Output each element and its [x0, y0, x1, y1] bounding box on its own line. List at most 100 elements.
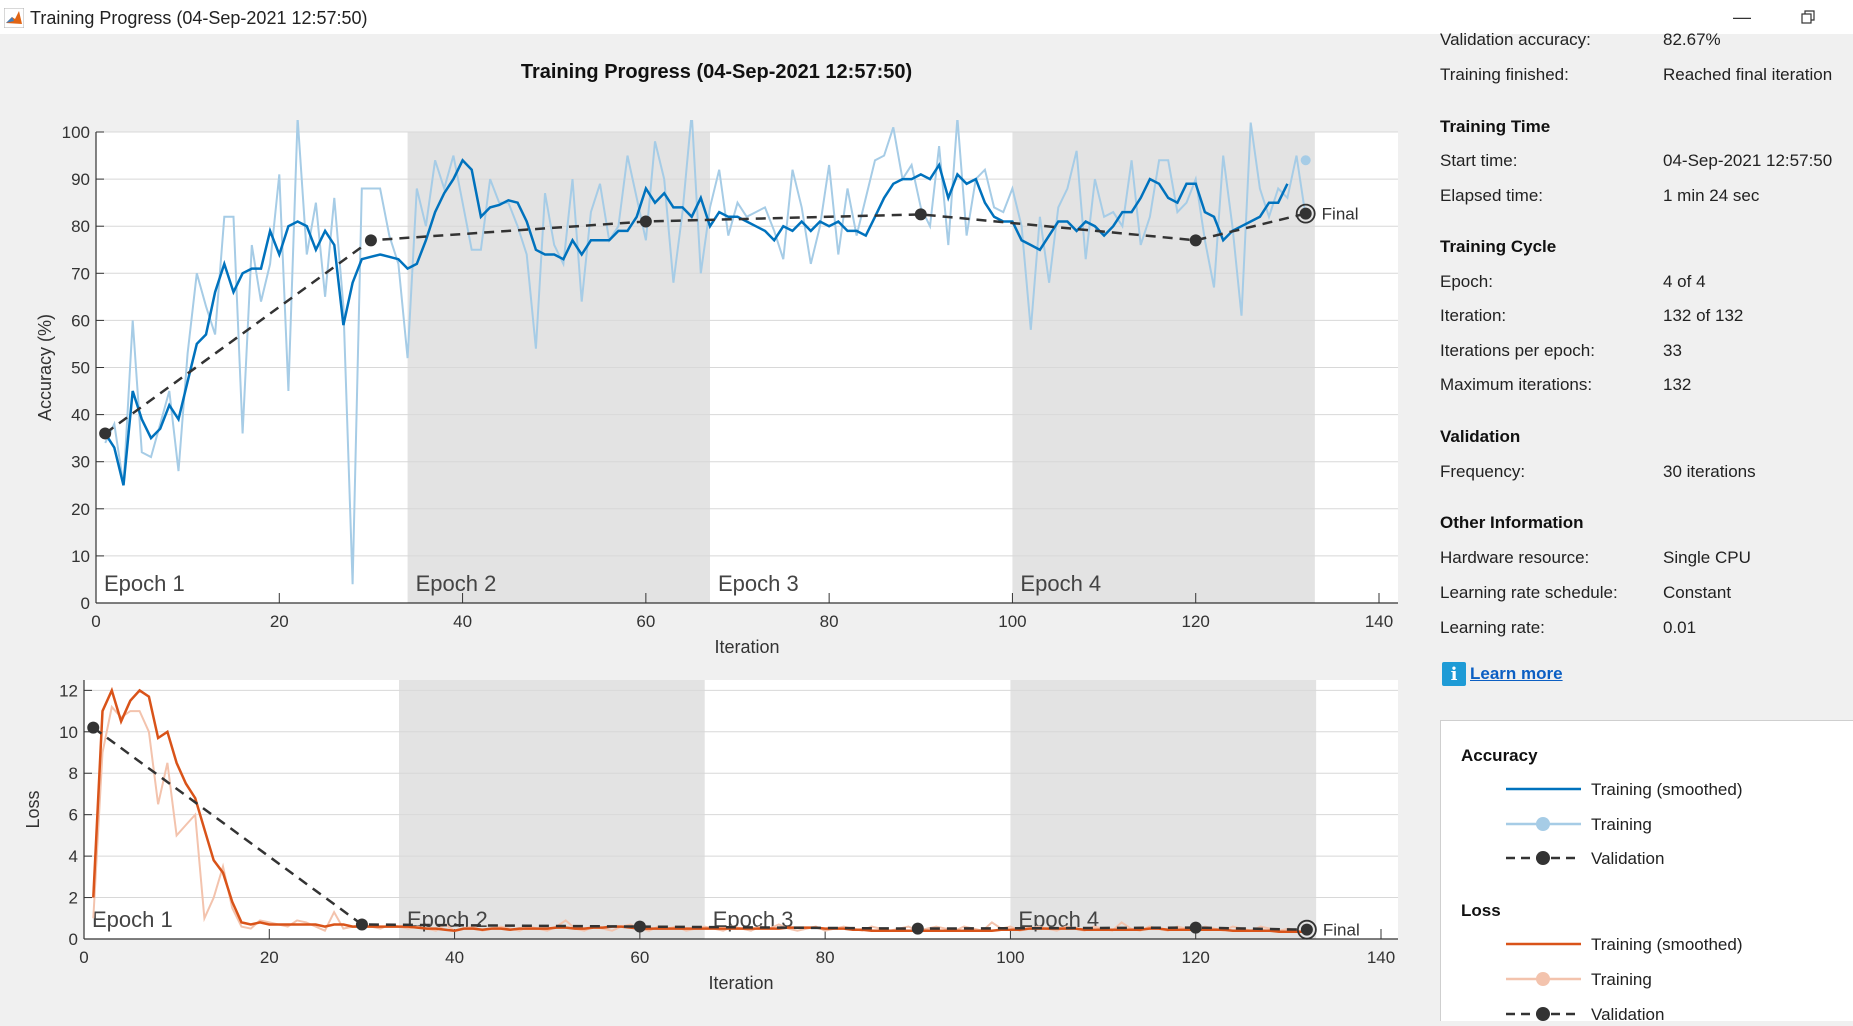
loss-validation-point — [911, 922, 924, 935]
loss-y-tick-label: 12 — [59, 681, 78, 700]
acc-validation-line — [104, 212, 1306, 435]
acc-validation-point — [1189, 234, 1202, 247]
training-finished-value: Reached final iteration — [1663, 65, 1833, 84]
acc-x-tick-label: 100 — [998, 612, 1026, 631]
loss-validation-point — [633, 920, 646, 933]
learning-rate-value: 0.01 — [1663, 618, 1697, 637]
acc-x-tick-label: 140 — [1365, 612, 1393, 631]
acc-y-tick-label: 100 — [62, 123, 90, 142]
start-time-label: Start time: — [1440, 151, 1518, 170]
iterations-per-epoch-value: 33 — [1663, 341, 1682, 360]
window-title: Training Progress (04-Sep-2021 12:57:50) — [30, 8, 368, 28]
acc-x-tick-label: 120 — [1182, 612, 1210, 631]
loss-y-tick-label: 10 — [59, 723, 78, 742]
acc-training-line — [104, 120, 1307, 585]
loss-validation-point — [87, 721, 100, 734]
window-titlebar: Training Progress (04-Sep-2021 12:57:50)… — [0, 0, 1853, 34]
acc-epoch-label: Epoch 2 — [416, 571, 497, 596]
restore-button[interactable] — [1786, 2, 1830, 32]
training-time-heading: Training Time — [1440, 117, 1551, 136]
lr-schedule-label: Learning rate schedule: — [1440, 583, 1618, 602]
max-iterations-value: 132 — [1663, 375, 1692, 394]
minimize-icon: — — [1733, 6, 1751, 27]
legend-accuracy-heading: Accuracy — [1461, 746, 1538, 765]
acc-validation-point — [364, 234, 377, 247]
acc-epoch-label: Epoch 1 — [104, 571, 185, 596]
training-finished-label: Training finished: — [1440, 65, 1569, 84]
acc-y-tick-label: 60 — [71, 311, 90, 330]
acc-y-tick-label: 80 — [71, 217, 90, 236]
loss-x-tick-label: 140 — [1367, 948, 1395, 967]
legend-acc-validation-marker — [1536, 851, 1550, 865]
hardware-label: Hardware resource: — [1440, 548, 1590, 567]
acc-y-tick-label: 10 — [71, 547, 90, 566]
acc-x-tick-label: 40 — [453, 612, 472, 631]
loss-y-axis-label: Loss — [23, 790, 43, 828]
legend-acc-smoothed-label: Training (smoothed) — [1591, 780, 1743, 799]
validation-accuracy-label: Validation accuracy: — [1440, 30, 1591, 49]
legend-loss-training-label: Training — [1591, 970, 1652, 989]
matlab-icon — [4, 8, 24, 28]
loss-epoch-band — [398, 680, 705, 939]
loss-y-tick-label: 0 — [69, 930, 78, 949]
validation-accuracy-value: 82.67% — [1663, 30, 1721, 49]
legend-loss-validation-label: Validation — [1591, 1005, 1664, 1021]
acc-y-tick-label: 90 — [71, 170, 90, 189]
legend-acc-training-marker — [1536, 817, 1550, 831]
hardware-value: Single CPU — [1663, 548, 1751, 567]
loss-epoch-band — [1010, 680, 1317, 939]
restore-icon — [1801, 10, 1815, 24]
acc-validation-point — [639, 215, 652, 228]
loss-epoch-label: Epoch 1 — [92, 907, 173, 932]
acc-y-tick-label: 70 — [71, 264, 90, 283]
acc-final-label: Final — [1322, 205, 1359, 224]
loss-validation-point — [355, 918, 368, 931]
acc-validation-point — [99, 427, 112, 440]
iterations-per-epoch-label: Iterations per epoch: — [1440, 341, 1595, 360]
loss-x-tick-label: 20 — [260, 948, 279, 967]
loss-x-tick-label: 0 — [79, 948, 88, 967]
learn-more-link[interactable]: Learn more — [1470, 664, 1563, 683]
acc-y-axis-label: Accuracy (%) — [35, 314, 55, 421]
training-cycle-heading: Training Cycle — [1440, 237, 1557, 256]
loss-x-tick-label: 120 — [1182, 948, 1210, 967]
loss-x-tick-label: 100 — [996, 948, 1024, 967]
other-info-heading: Other Information — [1440, 513, 1584, 532]
legend-acc-validation-label: Validation — [1591, 849, 1664, 868]
acc-epoch-label: Epoch 4 — [1020, 571, 1101, 596]
loss-final-label: Final — [1323, 921, 1360, 940]
legend-acc-training-label: Training — [1591, 815, 1652, 834]
acc-y-tick-label: 40 — [71, 406, 90, 425]
loss-validation-point — [1300, 923, 1313, 936]
figure-title: Training Progress (04-Sep-2021 12:57:50) — [520, 61, 913, 83]
acc-validation-point — [1299, 207, 1312, 220]
learning-rate-label: Learning rate: — [1440, 618, 1545, 637]
acc-x-tick-label: 80 — [820, 612, 839, 631]
acc-epoch-label: Epoch 3 — [718, 571, 799, 596]
loss-y-tick-label: 4 — [69, 847, 78, 866]
validation-heading: Validation — [1440, 427, 1521, 446]
legend-loss-heading: Loss — [1461, 901, 1501, 920]
loss-validation-line — [92, 726, 1307, 931]
loss-x-tick-label: 40 — [445, 948, 464, 967]
info-icon: i — [1442, 662, 1466, 686]
loss-x-tick-label: 60 — [630, 948, 649, 967]
elapsed-time-value: 1 min 24 sec — [1663, 186, 1760, 205]
acc-y-tick-label: 30 — [71, 453, 90, 472]
acc-validation-point — [914, 208, 927, 221]
acc-training-smoothed-line — [104, 158, 1289, 486]
learn-more[interactable]: i Learn more — [1442, 662, 1563, 686]
epoch-label: Epoch: — [1440, 272, 1493, 291]
loss-validation-point — [1189, 921, 1202, 934]
epoch-value: 4 of 4 — [1663, 272, 1706, 291]
acc-x-tick-label: 20 — [270, 612, 289, 631]
minimize-button[interactable]: — — [1720, 2, 1764, 32]
elapsed-time-label: Elapsed time: — [1440, 186, 1543, 205]
acc-final-ring — [1295, 203, 1316, 224]
max-iterations-label: Maximum iterations: — [1440, 375, 1593, 394]
loss-final-ring — [1296, 919, 1317, 940]
legend: Accuracy Training (smoothed) Training Va… — [1461, 746, 1743, 1024]
loss-y-tick-label: 2 — [69, 889, 78, 908]
loss-training-smoothed-line — [92, 686, 1307, 933]
lr-schedule-value: Constant — [1663, 583, 1732, 602]
